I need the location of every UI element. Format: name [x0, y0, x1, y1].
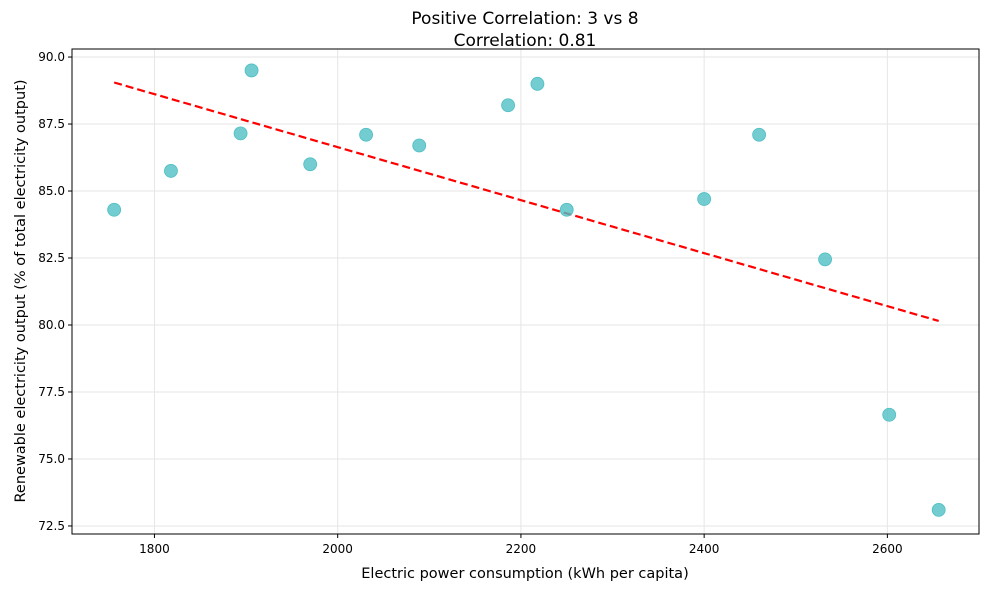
data-point [697, 192, 712, 206]
data-point [752, 127, 767, 142]
data-point [530, 76, 545, 91]
data-point [107, 202, 122, 217]
x-axis-ticks: 1800 2000 2200 2400 2600 [139, 534, 903, 556]
data-point [303, 157, 318, 172]
data-point [501, 98, 515, 113]
x-tick-label: 2400 [689, 542, 720, 556]
data-point [882, 407, 897, 422]
y-tick-label: 90.0 [38, 50, 65, 64]
data-point [164, 164, 178, 178]
chart-title: Positive Correlation: 3 vs 8 [411, 9, 638, 29]
data-point [233, 126, 248, 141]
y-tick-label: 85.0 [38, 184, 65, 198]
chart-subtitle: Correlation: 0.81 [454, 31, 597, 51]
data-points [107, 63, 946, 517]
data-point [818, 252, 832, 267]
trendline-layer [113, 81, 939, 323]
x-tick-label: 2000 [322, 542, 353, 556]
data-point [931, 502, 946, 517]
x-axis-label: Electric power consumption (kWh per capi… [361, 566, 688, 582]
data-point [359, 127, 373, 142]
y-tick-label: 75.0 [38, 452, 65, 466]
y-tick-label: 80.0 [38, 318, 65, 332]
x-tick-label: 2600 [872, 542, 903, 556]
plot-frame [71, 48, 980, 535]
data-point [244, 63, 259, 78]
y-axis-label: Renewable electricity output (% of total… [13, 79, 29, 502]
y-axis-ticks: 72.5 75.0 77.5 80.0 82.5 85.0 87.5 90.0 [38, 50, 72, 533]
data-point [412, 138, 427, 153]
y-tick-label: 77.5 [38, 385, 65, 399]
x-tick-label: 1800 [139, 542, 170, 556]
y-tick-label: 72.5 [38, 519, 65, 533]
data-point [559, 202, 574, 217]
x-tick-label: 2200 [506, 542, 537, 556]
y-tick-label: 82.5 [38, 251, 65, 265]
y-tick-label: 87.5 [38, 117, 65, 131]
trend-line [113, 81, 939, 323]
